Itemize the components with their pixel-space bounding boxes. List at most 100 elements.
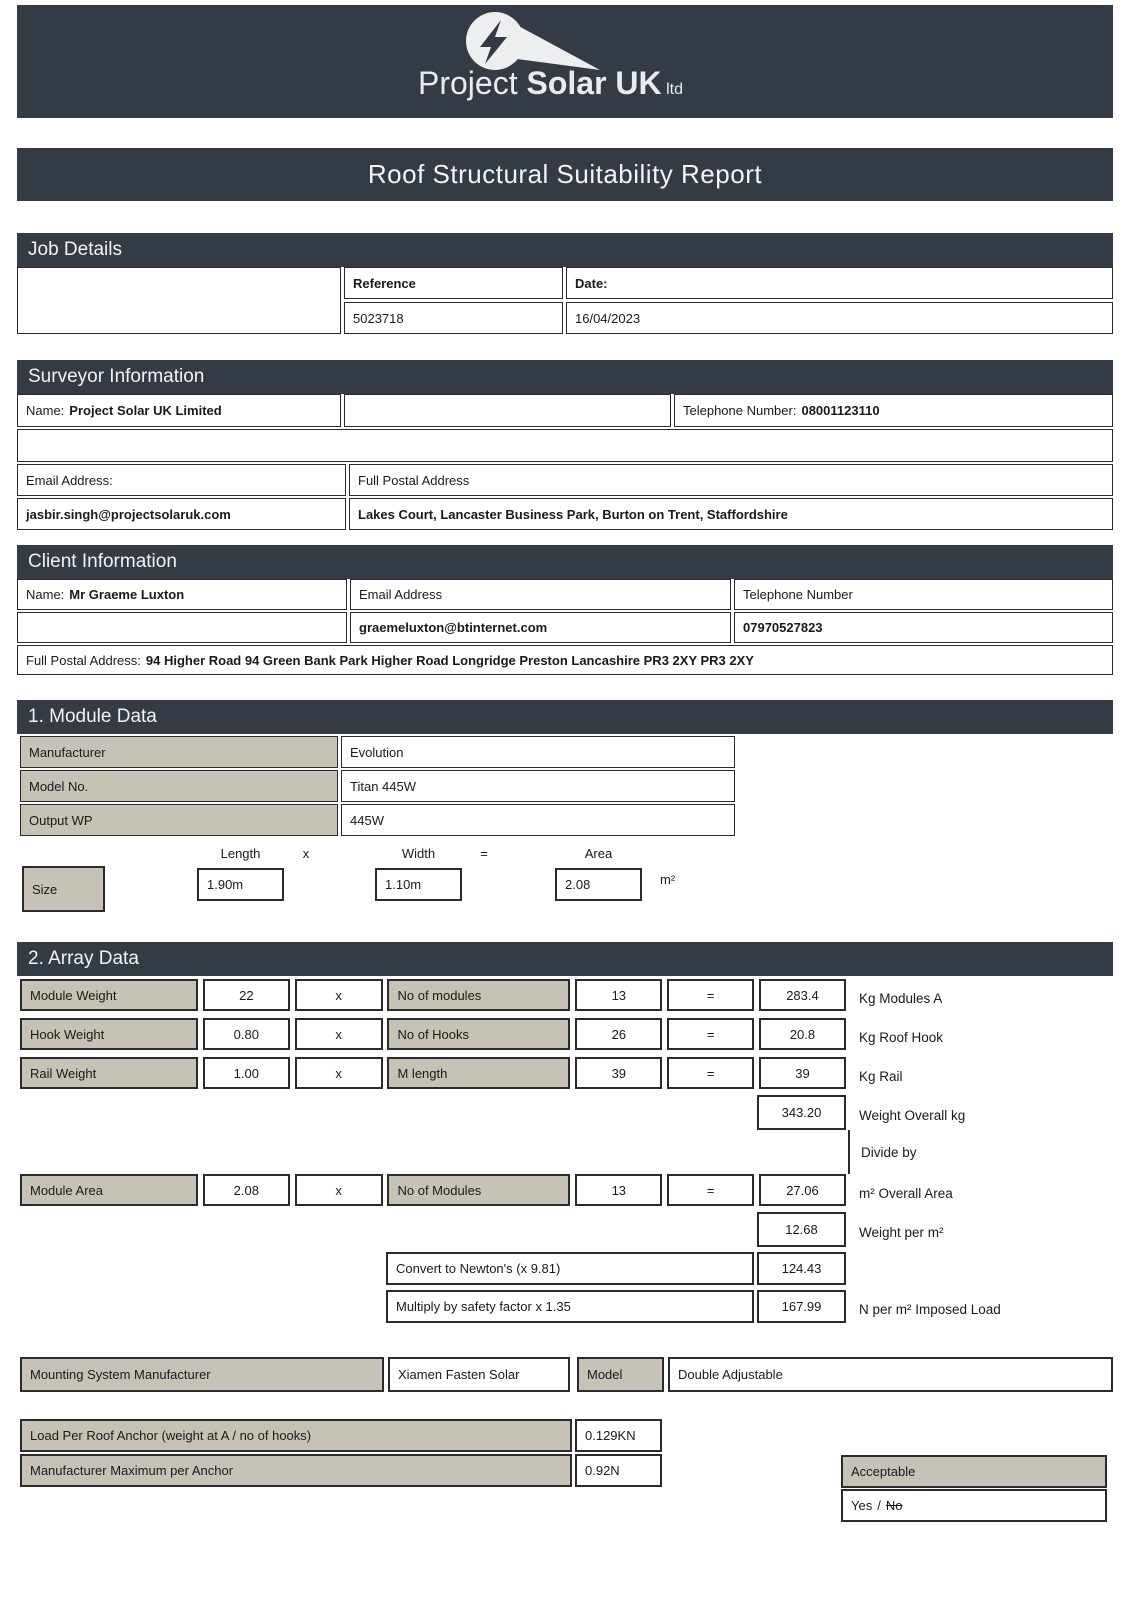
kg-modules-note: Kg Modules A [859, 990, 943, 1006]
surveyor-email-value-cell: jasbir.singh@projectsolaruk.com [17, 498, 346, 530]
safety-factor-value-cell: 167.99 [757, 1290, 846, 1323]
surveyor-name-label: Name: [26, 403, 65, 418]
calc-row-hook-weight: Hook Weight 0.80 x No of Hooks 26 = 20.8… [20, 1018, 1113, 1050]
header-logo-band: Project Solar UK ltd [17, 5, 1113, 118]
anchor-load-label-cell: Load Per Roof Anchor (weight at A / no o… [20, 1419, 572, 1452]
surveyor-labels-row: Email Address: Full Postal Address [17, 464, 1113, 496]
multiply-op-cell: x [294, 1174, 383, 1206]
anchor-section: Load Per Roof Anchor (weight at A / no o… [20, 1419, 1113, 1529]
module-row-model: Model No. Titan 445W [20, 770, 1113, 802]
section-heading-job-details: Job Details [17, 233, 1113, 267]
client-name-label: Name: [26, 587, 65, 602]
kg-rail-note: Kg Rail [859, 1068, 903, 1084]
multiply-op-cell: x [294, 1057, 383, 1089]
module-weight-label-cell: Module Weight [20, 979, 198, 1011]
model-value-cell: Titan 445W [341, 770, 735, 802]
safety-factor-label-cell: Multiply by safety factor x 1.35 [386, 1290, 754, 1323]
size-label-cell: Size [22, 866, 105, 912]
section-heading-client: Client Information [17, 545, 1113, 579]
client-name-cell: Name: Mr Graeme Luxton [17, 579, 347, 610]
page-title: Roof Structural Suitability Report [367, 159, 763, 189]
hook-weight-label-cell: Hook Weight [20, 1018, 198, 1050]
acceptable-block: Acceptable Yes / No [841, 1455, 1107, 1522]
section-heading-array-data: 2. Array Data [17, 942, 1113, 976]
output-label-cell: Output WP [20, 804, 338, 836]
weight-per-m2-row: 12.68 Weight per m² [17, 1212, 1113, 1247]
weight-per-m2-note: Weight per m² [859, 1225, 944, 1240]
equals-op-cell: = [667, 1018, 755, 1050]
client-name-value: Mr Graeme Luxton [69, 587, 185, 602]
divide-by-label: Divide by [848, 1130, 1113, 1174]
overall-weight-value-cell: 343.20 [757, 1095, 846, 1130]
m-length-label-cell: M length [387, 1057, 571, 1089]
date-value-cell: 16/04/2023 [566, 302, 1113, 334]
client-address-cell: Full Postal Address: 94 Higher Road 94 G… [17, 645, 1113, 675]
mounting-manufacturer-label-cell: Mounting System Manufacturer [20, 1357, 384, 1392]
anchor-load-row: Load Per Roof Anchor (weight at A / no o… [20, 1419, 1113, 1452]
no-of-modules-value-cell: 13 [575, 1174, 663, 1206]
width-value-cell: 1.10m [375, 868, 462, 901]
m-length-value-cell: 39 [575, 1057, 663, 1089]
logo-word-solar-uk: Solar UK [526, 65, 661, 101]
rail-weight-result-cell: 39 [758, 1057, 846, 1089]
rail-weight-value-cell: 1.00 [202, 1057, 290, 1089]
surveyor-spacer-row [17, 429, 1113, 462]
job-details-table: Reference Date: 5023718 16/04/2023 [17, 267, 1113, 334]
svg-text:Project Solar UK ltd: Project Solar UK ltd [418, 65, 683, 101]
manufacturer-label-cell: Manufacturer [20, 736, 338, 768]
calc-row-rail-weight: Rail Weight 1.00 x M length 39 = 39 Kg R… [20, 1057, 1113, 1089]
client-address-row: Full Postal Address: 94 Higher Road 94 G… [17, 645, 1113, 675]
mounting-manufacturer-value-cell: Xiamen Fasten Solar [388, 1357, 570, 1392]
surveyor-name-row: Name: Project Solar UK Limited Telephone… [17, 394, 1113, 427]
multiply-op-cell: x [294, 1018, 383, 1050]
equals-caption: = [480, 846, 488, 861]
section-heading-module-data: 1. Module Data [17, 700, 1113, 734]
anchor-max-label-cell: Manufacturer Maximum per Anchor [20, 1454, 572, 1487]
report-page: Project Solar UK ltd Roof Structural Sui… [0, 5, 1130, 1529]
modules-weight-result-cell: 283.4 [758, 979, 846, 1011]
no-of-modules-label-cell: No of modules [387, 979, 571, 1011]
client-empty-cell [17, 612, 347, 643]
anchor-load-value-cell: 0.129KN [575, 1419, 662, 1452]
job-details-empty-cell [17, 267, 341, 334]
client-phone-label-cell: Telephone Number [734, 579, 1113, 610]
report-title-band: Roof Structural Suitability Report [17, 148, 1113, 201]
overall-weight-row: 343.20 Weight Overall kg [17, 1095, 1113, 1130]
mounting-system-row: Mounting System Manufacturer Xiamen Fast… [20, 1357, 1113, 1392]
client-address-label: Full Postal Address: [26, 652, 141, 668]
module-weight-value-cell: 22 [202, 979, 290, 1011]
client-phone-value-cell: 07970527823 [734, 612, 1113, 643]
manufacturer-value-cell: Evolution [341, 736, 735, 768]
surveyor-name-value: Project Solar UK Limited [69, 403, 222, 418]
multiply-caption: x [302, 846, 310, 861]
surveyor-address-value-cell: Lakes Court, Lancaster Business Park, Bu… [349, 498, 1113, 530]
weight-overall-note: Weight Overall kg [859, 1108, 966, 1123]
length-value-cell: 1.90m [197, 868, 284, 901]
lightning-bolt-icon [466, 11, 600, 70]
no-of-modules-label-cell: No of Modules [387, 1174, 571, 1206]
anchor-max-row: Manufacturer Maximum per Anchor 0.92N [20, 1454, 1113, 1487]
surveyor-address-label-cell: Full Postal Address [349, 464, 1113, 496]
anchor-max-value-cell: 0.92N [575, 1454, 662, 1487]
no-of-hooks-value-cell: 26 [575, 1018, 663, 1050]
length-caption: Length [220, 846, 261, 861]
no-of-hooks-label-cell: No of Hooks [387, 1018, 571, 1050]
logo-suffix-ltd: ltd [662, 81, 683, 98]
rail-weight-label-cell: Rail Weight [20, 1057, 198, 1089]
surveyor-phone-label: Telephone Number: [683, 403, 797, 418]
client-email-value-cell: graemeluxton@btinternet.com [350, 612, 731, 643]
acceptable-no: No [885, 1498, 903, 1513]
module-row-manufacturer: Manufacturer Evolution [20, 736, 1113, 768]
equals-op-cell: = [667, 1057, 755, 1089]
area-value-cell: 2.08 [555, 868, 642, 901]
surveyor-phone-cell: Telephone Number: 08001123110 [674, 394, 1113, 427]
date-label-cell: Date: [566, 267, 1113, 299]
equals-op-cell: = [667, 1174, 755, 1206]
width-caption: Width [401, 846, 436, 861]
weight-per-m2-value-cell: 12.68 [757, 1212, 846, 1247]
kg-roof-hook-note: Kg Roof Hook [859, 1029, 944, 1045]
section-heading-surveyor: Surveyor Information [17, 360, 1113, 394]
overall-area-note: m² Overall Area [859, 1185, 953, 1201]
surveyor-email-label-cell: Email Address: [17, 464, 346, 496]
convert-newtons-value-cell: 124.43 [757, 1252, 846, 1285]
